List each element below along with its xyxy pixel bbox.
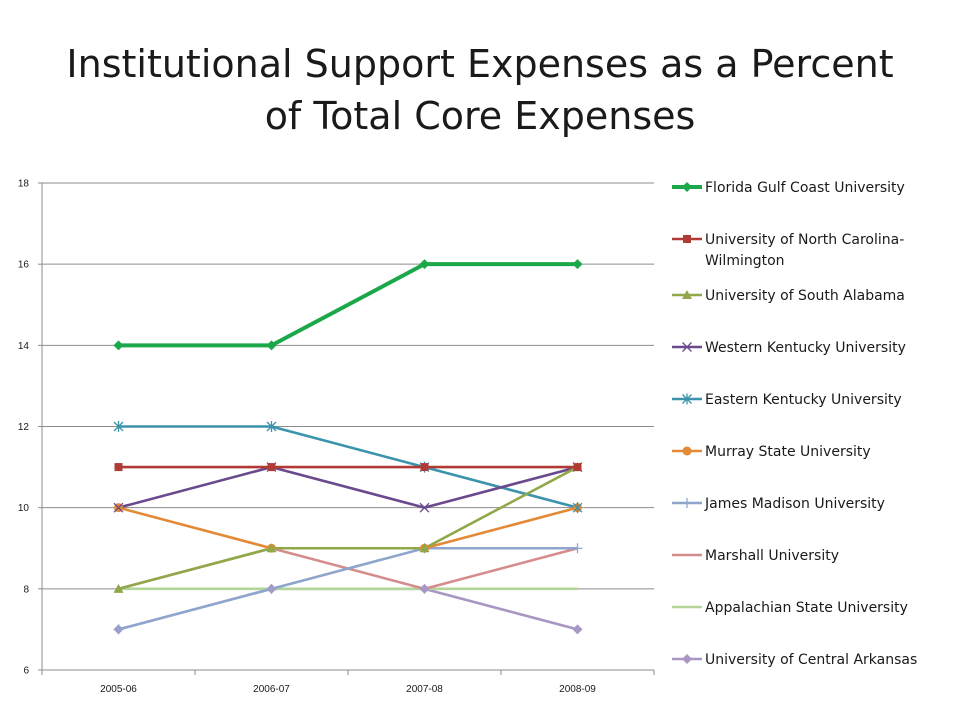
legend-swatch (672, 235, 702, 243)
series-line-10 (118, 587, 578, 631)
y-tick-label: 16 (18, 260, 30, 271)
y-tick-label: 14 (18, 341, 30, 352)
data-point-s7-1 (113, 624, 124, 635)
legend-label: Western Kentucky University (705, 340, 906, 356)
data-point-s1-1 (113, 340, 124, 351)
legend-label: University of South Alabama (705, 288, 905, 304)
legend-label: University of Central Arkansas (705, 652, 918, 668)
series-lines (118, 262, 579, 631)
y-tick-label: 12 (18, 422, 30, 433)
y-tick-label: 18 (18, 179, 30, 190)
data-point-s7-4 (572, 543, 583, 554)
data-point-s10-3 (419, 583, 430, 594)
data-point-s2-3 (420, 463, 429, 472)
data-point-s2-4 (573, 463, 582, 472)
y-tick-label: 6 (23, 666, 29, 677)
data-point-s3-1 (113, 583, 124, 593)
legend-swatch-marker (682, 342, 692, 352)
data-point-s7-2 (266, 583, 277, 594)
legend-swatch (672, 393, 702, 405)
legend-swatch (672, 654, 702, 664)
legend-swatch (672, 498, 702, 508)
legend-swatch-marker (682, 290, 692, 299)
data-point-s1-2 (266, 340, 277, 351)
series-line-4 (118, 465, 578, 509)
data-point-s10-4 (572, 624, 583, 635)
legend-swatch (672, 605, 702, 609)
data-point-s1-3 (419, 259, 430, 270)
legend-swatch-marker (682, 446, 692, 456)
data-point-s2-1 (114, 463, 123, 472)
x-tick-label: 2007-08 (406, 684, 443, 695)
legend-label: Florida Gulf Coast University (705, 180, 905, 196)
x-tick-label: 2008-09 (559, 684, 596, 695)
series-markers (113, 259, 583, 635)
legend-swatch (672, 342, 702, 352)
legend-label: Murray State University (705, 444, 871, 460)
x-tick-label: 2006-07 (253, 684, 290, 695)
legend-swatch (672, 553, 702, 557)
slide-title-line-2: of Total Core Expenses (264, 94, 696, 138)
series-line-3 (118, 465, 579, 591)
legend-label: James Madison University (705, 496, 885, 512)
legend-swatch-marker (682, 182, 692, 192)
legend-swatch-marker (682, 393, 692, 405)
legend-label: Marshall University (705, 548, 840, 564)
legend-swatch-marker (682, 498, 692, 508)
data-point-s5-1 (113, 421, 124, 432)
data-point-s5-2 (266, 421, 277, 432)
y-tick-label: 10 (18, 503, 30, 514)
y-tick-label: 8 (23, 584, 29, 595)
legend-swatch-marker (683, 235, 691, 243)
data-point-s4-1 (113, 502, 124, 513)
data-point-s4-3 (419, 502, 430, 513)
series-line-6 (118, 506, 578, 550)
x-tick-label: 2005-06 (100, 684, 137, 695)
data-point-s1-4 (572, 259, 583, 270)
axes (38, 182, 655, 675)
legend-swatch (672, 290, 702, 299)
legend-swatch-marker (682, 654, 692, 664)
data-point-s3-3 (419, 543, 430, 553)
legend-label: University of North Carolina-Wilmington (705, 232, 905, 269)
legend-label: Eastern Kentucky University (705, 392, 902, 408)
data-point-s2-2 (267, 463, 276, 472)
tick-labels: 6 8 10 12 14 16 18 2005-06 2006-07 2007-08 2008-09 (18, 179, 596, 696)
data-point-s3-2 (266, 543, 277, 553)
legend-label: Appalachian State University (705, 600, 908, 616)
slide-title: Institutional Support Expenses as a Perc… (0, 38, 960, 142)
legend-swatch (672, 446, 702, 456)
legend-swatch (672, 182, 702, 192)
series-line-1 (118, 262, 578, 348)
slide-title-line-1: Institutional Support Expenses as a Perc… (66, 42, 894, 86)
data-point-s5-4 (572, 502, 583, 514)
series-line-7 (118, 546, 578, 631)
